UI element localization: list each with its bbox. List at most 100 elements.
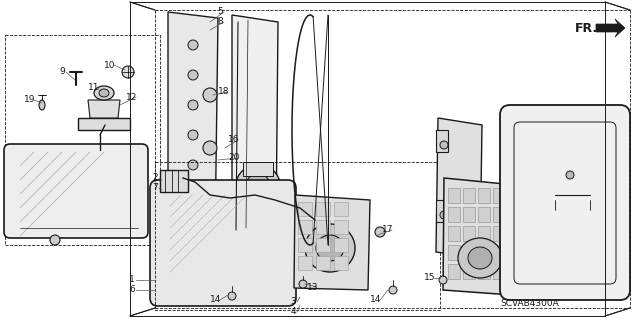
- Bar: [334, 202, 348, 216]
- Ellipse shape: [299, 280, 307, 288]
- Bar: [478, 188, 490, 203]
- FancyBboxPatch shape: [500, 105, 630, 300]
- Bar: [448, 207, 460, 222]
- Ellipse shape: [188, 70, 198, 80]
- Ellipse shape: [458, 238, 502, 278]
- Text: 6: 6: [129, 286, 135, 294]
- Ellipse shape: [316, 235, 344, 261]
- Ellipse shape: [440, 141, 448, 149]
- Polygon shape: [596, 19, 625, 37]
- Text: 7: 7: [152, 183, 158, 192]
- Text: 10: 10: [104, 61, 116, 70]
- Polygon shape: [443, 178, 515, 295]
- Ellipse shape: [375, 227, 385, 237]
- Bar: [463, 188, 475, 203]
- Bar: [478, 226, 490, 241]
- Bar: [334, 256, 348, 270]
- Ellipse shape: [39, 100, 45, 110]
- Bar: [478, 245, 490, 260]
- Ellipse shape: [246, 174, 270, 196]
- Ellipse shape: [228, 292, 236, 300]
- Text: 12: 12: [126, 93, 138, 101]
- Text: 1: 1: [129, 276, 135, 285]
- Text: 3: 3: [290, 298, 296, 307]
- Ellipse shape: [203, 88, 217, 102]
- Text: 16: 16: [228, 136, 240, 145]
- Polygon shape: [78, 118, 130, 130]
- Bar: [334, 238, 348, 252]
- Bar: [478, 264, 490, 279]
- Text: 19: 19: [24, 95, 36, 105]
- Ellipse shape: [188, 220, 198, 230]
- Text: 8: 8: [217, 18, 223, 26]
- Polygon shape: [294, 195, 370, 290]
- Polygon shape: [88, 100, 120, 118]
- Bar: [316, 202, 330, 216]
- Text: 14: 14: [211, 295, 221, 305]
- Ellipse shape: [122, 66, 134, 78]
- Text: 9: 9: [59, 68, 65, 77]
- Bar: [448, 264, 460, 279]
- Text: 14: 14: [371, 295, 381, 305]
- Bar: [448, 226, 460, 241]
- Ellipse shape: [203, 141, 217, 155]
- Ellipse shape: [50, 235, 60, 245]
- Bar: [298, 220, 312, 234]
- Ellipse shape: [439, 276, 447, 284]
- Bar: [298, 202, 312, 216]
- Bar: [316, 256, 330, 270]
- Text: 13: 13: [307, 283, 319, 292]
- Text: 17: 17: [382, 226, 394, 234]
- Ellipse shape: [389, 286, 397, 294]
- Ellipse shape: [188, 190, 198, 200]
- Bar: [463, 245, 475, 260]
- Ellipse shape: [94, 86, 114, 100]
- Text: 18: 18: [218, 87, 230, 97]
- Bar: [493, 245, 505, 260]
- Ellipse shape: [188, 100, 198, 110]
- Bar: [155, 162, 440, 310]
- Bar: [334, 220, 348, 234]
- Bar: [298, 256, 312, 270]
- Bar: [493, 226, 505, 241]
- Bar: [478, 207, 490, 222]
- Bar: [436, 200, 448, 222]
- Bar: [463, 264, 475, 279]
- Bar: [448, 188, 460, 203]
- Ellipse shape: [566, 171, 574, 179]
- Bar: [160, 170, 188, 192]
- Bar: [493, 264, 505, 279]
- Ellipse shape: [188, 130, 198, 140]
- Text: 20: 20: [228, 153, 240, 162]
- Bar: [493, 207, 505, 222]
- Ellipse shape: [236, 165, 280, 205]
- Bar: [298, 238, 312, 252]
- Text: 15: 15: [424, 273, 436, 283]
- Bar: [5, 35, 160, 245]
- Ellipse shape: [188, 40, 198, 50]
- Text: 2: 2: [152, 174, 158, 182]
- Polygon shape: [232, 15, 278, 240]
- Polygon shape: [436, 118, 482, 258]
- Text: 4: 4: [290, 308, 296, 316]
- Ellipse shape: [188, 160, 198, 170]
- Bar: [463, 226, 475, 241]
- Text: SCVAB4300A: SCVAB4300A: [500, 299, 559, 308]
- Bar: [463, 207, 475, 222]
- FancyBboxPatch shape: [150, 180, 296, 306]
- Text: 11: 11: [88, 84, 100, 93]
- Bar: [316, 220, 330, 234]
- Text: FR.: FR.: [575, 21, 598, 34]
- Ellipse shape: [99, 89, 109, 97]
- Polygon shape: [168, 12, 218, 248]
- Bar: [243, 162, 273, 176]
- Bar: [316, 238, 330, 252]
- Bar: [448, 245, 460, 260]
- Bar: [493, 188, 505, 203]
- Ellipse shape: [440, 211, 448, 219]
- Bar: [436, 130, 448, 152]
- Ellipse shape: [305, 224, 355, 272]
- Ellipse shape: [468, 247, 492, 269]
- Text: 5: 5: [217, 8, 223, 17]
- FancyBboxPatch shape: [4, 144, 148, 238]
